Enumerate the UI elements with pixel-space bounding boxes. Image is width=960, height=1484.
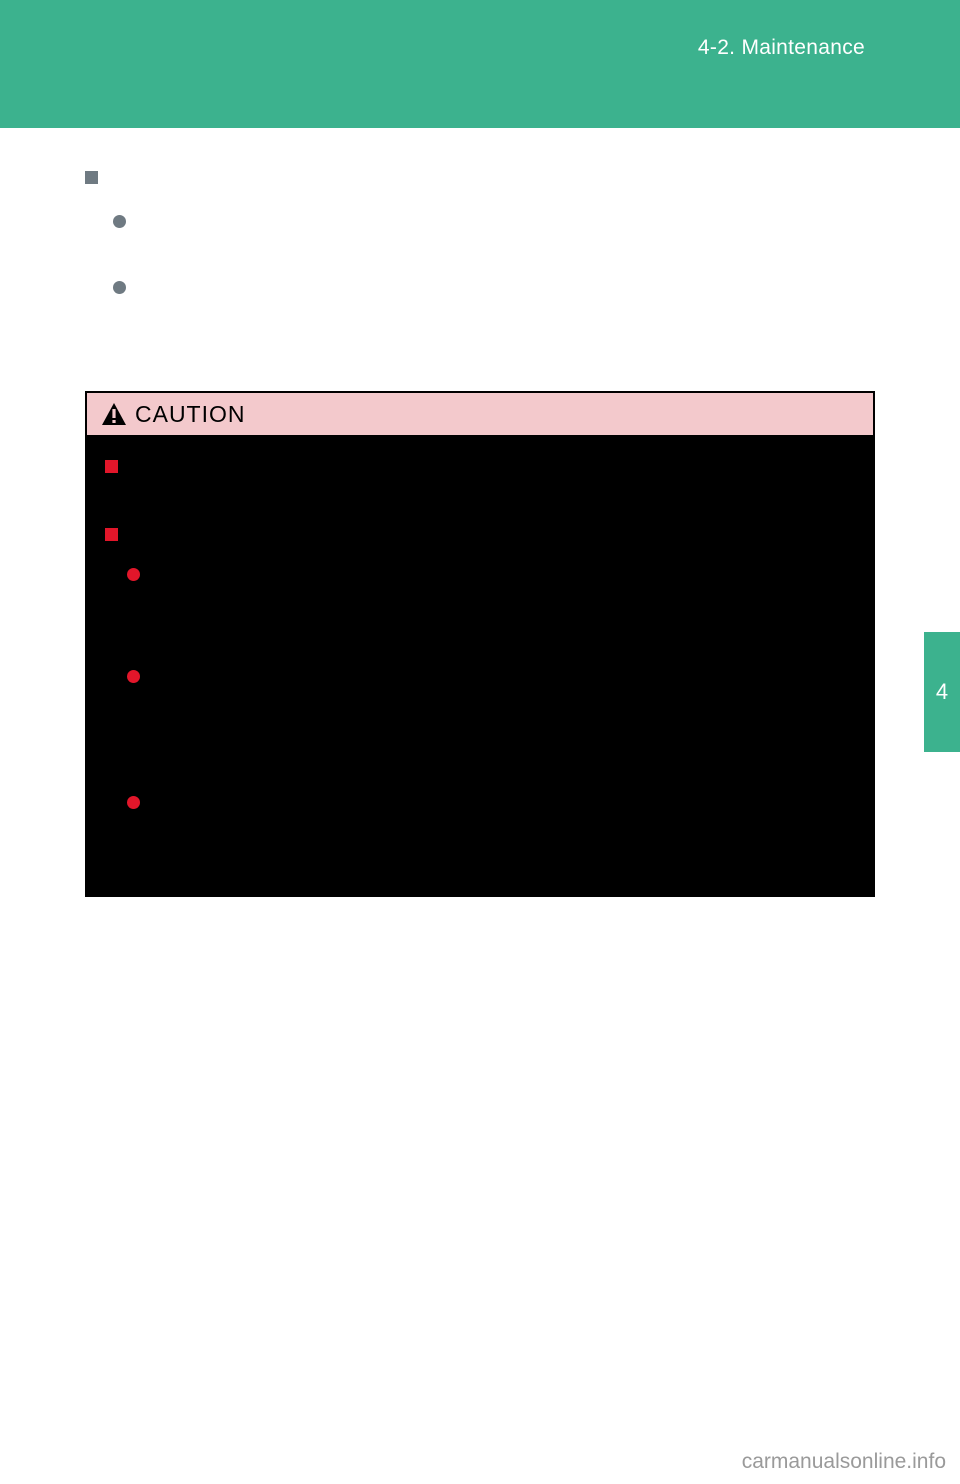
header-section-label: 4-2. Maintenance [698, 36, 865, 60]
page-body [85, 168, 875, 296]
chapter-side-tab: 4 [924, 632, 960, 752]
warning-triangle-icon [101, 402, 127, 426]
square-bullet-red-icon [105, 460, 118, 473]
header-band: 4-2. Maintenance [0, 0, 960, 128]
square-bullet-icon [85, 171, 98, 184]
caution-body [87, 435, 873, 895]
circle-bullet-red-icon [127, 568, 140, 581]
caution-item [105, 525, 855, 811]
caution-subitem [127, 565, 855, 583]
list-item [113, 212, 875, 230]
footer-url: carmanualsonline.info [742, 1450, 946, 1474]
circle-bullet-red-icon [127, 670, 140, 683]
square-bullet-red-icon [105, 528, 118, 541]
caution-subitem [127, 793, 855, 811]
caution-header: CAUTION [87, 393, 873, 435]
caution-title: CAUTION [135, 401, 246, 428]
top-list [85, 168, 875, 296]
chapter-number: 4 [936, 679, 948, 705]
caution-box: CAUTION [85, 391, 875, 897]
list-item [113, 278, 875, 296]
circle-bullet-icon [113, 215, 126, 228]
circle-bullet-icon [113, 281, 126, 294]
caution-subitem [127, 667, 855, 685]
circle-bullet-red-icon [127, 796, 140, 809]
caution-item [105, 457, 855, 475]
